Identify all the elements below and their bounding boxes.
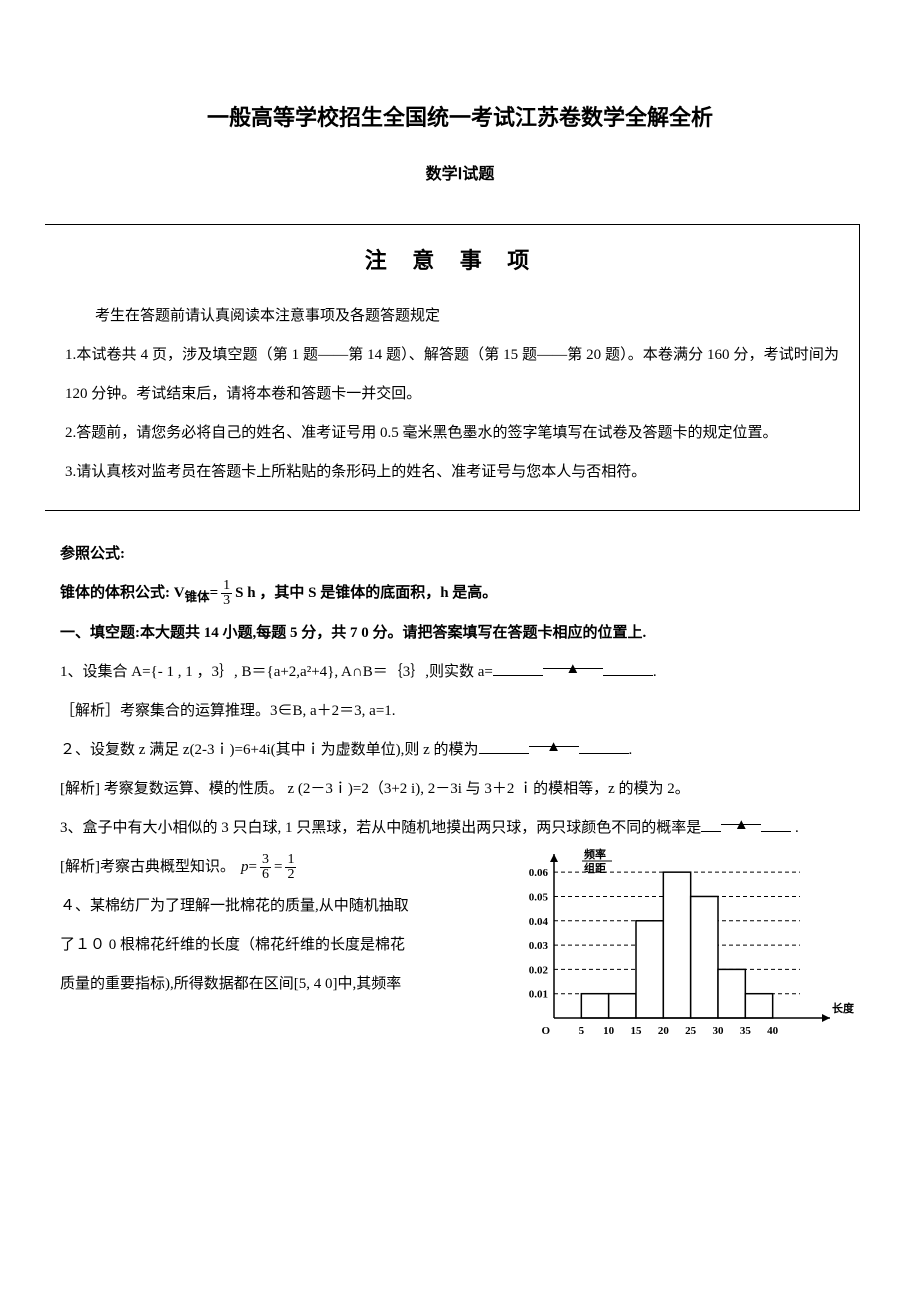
question-4-line3: 质量的重要指标),所得数据都在区间[5, 4 0]中,其频率 (60, 965, 490, 1004)
q1-post: . (653, 664, 657, 680)
eq: = (274, 848, 282, 887)
svg-text:频率: 频率 (584, 848, 606, 861)
question-1-analysis: ［解析］考察集合的运算推理。3∈B, a＋2＝3, a=1. (60, 692, 860, 731)
cone-sub: 锥体 (185, 590, 210, 604)
svg-text:35: 35 (740, 1025, 752, 1037)
question-1: 1、设集合 A={- 1 , 1 ，3｝, B＝{a+2,a²+4}, A∩B＝… (60, 653, 860, 692)
notice-item-1: 1.本试卷共 4 页，涉及填空题（第 1 题——第 14 题）、解答题（第 15… (65, 336, 839, 414)
q3-ans-pre: [解析]考察古典概型知识。 (60, 848, 235, 887)
frac-num: 1 (221, 579, 232, 594)
svg-text:25: 25 (685, 1025, 697, 1037)
triangle-icon: ▲ (734, 806, 749, 845)
frac-den: 6 (260, 868, 271, 882)
svg-text:5: 5 (579, 1025, 585, 1037)
frac-den: 2 (285, 868, 296, 882)
question-4-line2: 了１０ 0 根棉花纤维的长度（棉花纤维的长度是棉花 (60, 926, 490, 965)
question-4-line1: ４、某棉纺厂为了理解一批棉花的质量,从中随机抽取 (60, 887, 490, 926)
svg-text:40: 40 (767, 1025, 779, 1037)
section-1-heading: 一、填空题:本大题共 14 小题,每题 5 分，共 7 0 分。请把答案填写在答… (60, 614, 860, 653)
blank (603, 660, 653, 676)
cone-pre: 锥体的体积公式: V (60, 585, 185, 601)
svg-text:15: 15 (631, 1025, 643, 1037)
histogram-chart: O 0.01 0.02 0.03 0.04 0.05 0.06 5 10 15 20 25 30 35 40… (500, 848, 860, 1063)
svg-text:0.02: 0.02 (529, 964, 549, 976)
svg-text:0.05: 0.05 (529, 891, 549, 903)
q3-text: 3、盒子中有大小相似的 3 只白球, 1 只黑球，若从中随机地摸出两只球，两只球… (60, 820, 701, 836)
blank (761, 816, 791, 832)
svg-text:0.06: 0.06 (529, 867, 549, 879)
reference-formula-label: 参照公式: (60, 535, 860, 574)
blank (701, 816, 721, 832)
question-2: ２、设复数 z 满足 z(2-3ｉ)=6+4i(其中ｉ为虚数单位),则 z 的模… (60, 731, 860, 770)
one-third-fraction: 1 3 (221, 579, 232, 608)
triangle-icon: ▲ (565, 650, 580, 689)
q3-p: p (241, 848, 249, 887)
blank (493, 660, 543, 676)
blank-answer: ▲ (529, 731, 579, 747)
q2-text: ２、设复数 z 满足 z(2-3ｉ)=6+4i(其中ｉ为虚数单位),则 z 的模… (60, 742, 479, 758)
q2-post: . (629, 742, 633, 758)
question-3-analysis: [解析]考察古典概型知识。 p = 3 6 = 1 2 (60, 848, 490, 887)
blank (579, 738, 629, 754)
frac-3-6: 3 6 (260, 853, 271, 882)
svg-text:组距: 组距 (584, 861, 606, 875)
svg-text:0.01: 0.01 (529, 988, 548, 1000)
svg-text:0.03: 0.03 (529, 940, 549, 952)
svg-text:O: O (541, 1025, 550, 1037)
notice-box: 注 意 事 项 考生在答题前请认真阅读本注意事项及各题答题规定 1.本试卷共 4… (45, 224, 860, 511)
exam-page: 一般高等学校招生全国统一考试江苏卷数学全解全析 数学Ⅰ试题 注 意 事 项 考生… (0, 0, 920, 1123)
frac-num: 3 (260, 853, 271, 868)
cone-eq: = (210, 585, 219, 601)
q4-text-col: [解析]考察古典概型知识。 p = 3 6 = 1 2 ４、某棉纺厂为了理解一批… (60, 848, 500, 1004)
cone-post: S h ，其中 S 是锥体的底面积，h 是高。 (235, 574, 497, 613)
svg-text:0.04: 0.04 (529, 915, 549, 927)
notice-item-3: 3.请认真核对监考员在答题卡上所粘贴的条形码上的姓名、准考证号与您本人与否相符。 (65, 453, 839, 492)
q3-post: . (791, 820, 799, 836)
blank (479, 738, 529, 754)
blank-answer: ▲ (543, 653, 603, 669)
notice-heading: 注 意 事 项 (65, 243, 839, 275)
question-3-4-row: [解析]考察古典概型知识。 p = 3 6 = 1 2 ４、某棉纺厂为了理解一批… (60, 848, 860, 1063)
question-2-analysis: [解析] 考察复数运算、模的性质。 z (2－3ｉ)=2（3+2 i), 2－3… (60, 770, 860, 809)
question-3: 3、盒子中有大小相似的 3 只白球, 1 只黑球，若从中随机地摸出两只球，两只球… (60, 809, 860, 848)
histogram-svg: O 0.01 0.02 0.03 0.04 0.05 0.06 5 10 15 20 25 30 35 40… (500, 848, 860, 1058)
eq: = (249, 848, 257, 887)
svg-text:30: 30 (713, 1025, 725, 1037)
frac-den: 3 (221, 594, 232, 608)
svg-text:10: 10 (603, 1025, 615, 1037)
notice-item-2: 2.答题前，请您务必将自己的姓名、准考证号用 0.5 毫米黑色墨水的签字笔填写在… (65, 414, 839, 453)
page-title: 一般高等学校招生全国统一考试江苏卷数学全解全析 (60, 100, 860, 132)
svg-text:20: 20 (658, 1025, 670, 1037)
frac-1-2: 1 2 (285, 853, 296, 882)
triangle-icon: ▲ (546, 728, 561, 767)
blank-answer: ▲ (721, 809, 761, 825)
cone-volume-formula: 锥体的体积公式: V锥体= 1 3 S h ，其中 S 是锥体的底面积，h 是高… (60, 574, 860, 614)
frac-num: 1 (285, 853, 296, 868)
notice-intro: 考生在答题前请认真阅读本注意事项及各题答题规定 (65, 297, 839, 336)
svg-text:长度: 长度 (832, 1001, 855, 1015)
q1-text: 1、设集合 A={- 1 , 1 ，3｝, B＝{a+2,a²+4}, A∩B＝… (60, 664, 493, 680)
page-subtitle: 数学Ⅰ试题 (60, 160, 860, 184)
